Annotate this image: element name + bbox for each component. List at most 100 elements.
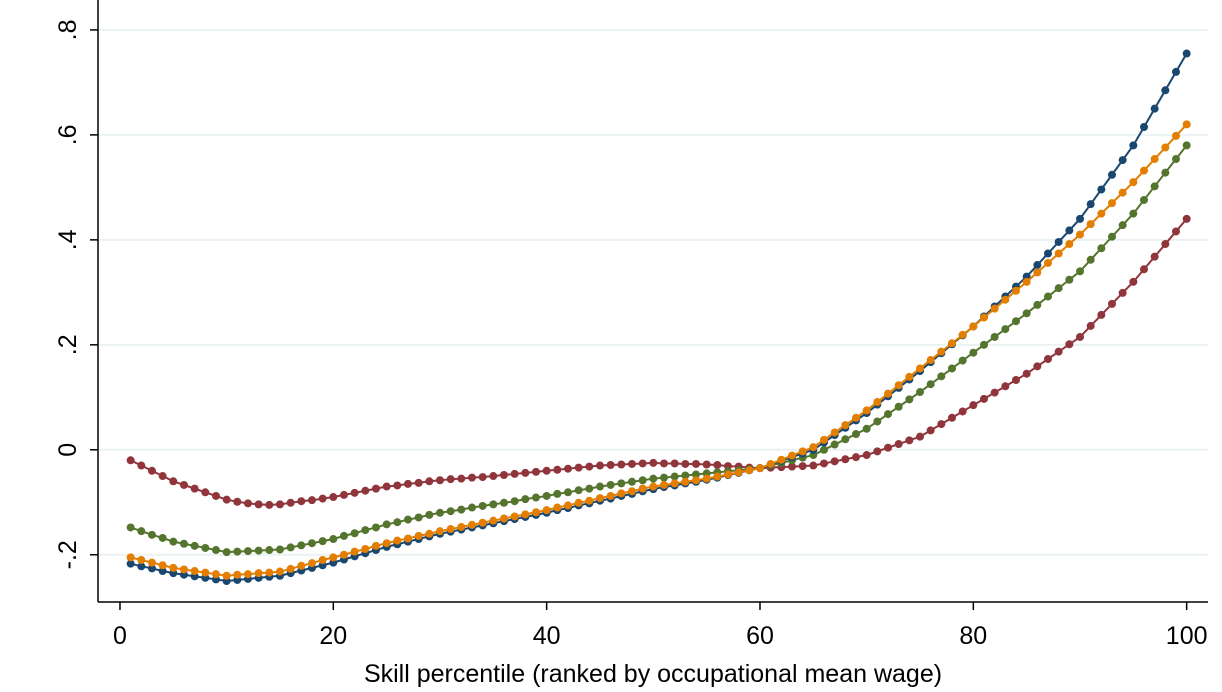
data-point bbox=[350, 488, 359, 497]
data-point bbox=[1139, 195, 1148, 204]
data-point bbox=[169, 537, 178, 546]
data-point bbox=[1182, 214, 1191, 223]
data-point bbox=[659, 459, 668, 468]
data-point bbox=[1171, 155, 1180, 164]
data-point bbox=[542, 491, 551, 500]
data-point bbox=[222, 548, 231, 557]
data-point bbox=[201, 568, 210, 577]
data-point bbox=[521, 495, 530, 504]
data-point bbox=[179, 565, 188, 574]
data-point bbox=[958, 356, 967, 365]
data-point bbox=[339, 531, 348, 540]
data-point bbox=[1011, 375, 1020, 384]
data-point bbox=[1054, 284, 1063, 293]
data-point bbox=[233, 547, 242, 556]
data-point bbox=[1022, 309, 1031, 318]
y-tick-label: .6 bbox=[54, 124, 82, 145]
data-point bbox=[297, 561, 306, 570]
data-point bbox=[393, 481, 402, 490]
data-point bbox=[883, 443, 892, 452]
data-point bbox=[254, 546, 263, 555]
data-point bbox=[329, 553, 338, 562]
data-point bbox=[542, 506, 551, 515]
data-point bbox=[275, 545, 284, 554]
data-point bbox=[1011, 317, 1020, 326]
data-point bbox=[958, 407, 967, 416]
data-point bbox=[1022, 277, 1031, 286]
data-point bbox=[1086, 321, 1095, 330]
data-point bbox=[425, 529, 434, 538]
data-point bbox=[563, 464, 572, 473]
data-point bbox=[243, 570, 252, 579]
data-point bbox=[1129, 277, 1138, 286]
data-point bbox=[638, 484, 647, 493]
data-point bbox=[1161, 86, 1170, 95]
data-point bbox=[1033, 261, 1042, 270]
data-point bbox=[574, 463, 583, 472]
data-point bbox=[147, 558, 156, 567]
data-point bbox=[350, 547, 359, 556]
x-axis-label: Skill percentile (ranked by occupational… bbox=[364, 660, 942, 688]
data-point bbox=[1129, 141, 1138, 150]
data-point bbox=[521, 468, 530, 477]
data-point bbox=[297, 541, 306, 550]
data-point bbox=[883, 389, 892, 398]
data-point bbox=[158, 561, 167, 570]
data-point bbox=[147, 530, 156, 539]
data-point bbox=[211, 491, 220, 500]
data-point bbox=[147, 466, 156, 475]
data-point bbox=[937, 347, 946, 356]
data-point bbox=[489, 472, 498, 481]
data-point bbox=[990, 388, 999, 397]
data-point bbox=[1075, 214, 1084, 223]
data-point bbox=[1001, 382, 1010, 391]
data-point bbox=[403, 479, 412, 488]
data-point bbox=[585, 496, 594, 505]
data-point bbox=[1118, 288, 1127, 297]
data-point bbox=[414, 513, 423, 522]
series-line bbox=[130, 218, 1188, 506]
data-point bbox=[371, 541, 380, 550]
data-point bbox=[489, 500, 498, 509]
data-point bbox=[585, 484, 594, 493]
data-point bbox=[126, 553, 135, 562]
data-point bbox=[1150, 155, 1159, 164]
series bbox=[126, 49, 1191, 586]
data-point bbox=[1075, 267, 1084, 276]
data-point bbox=[553, 503, 562, 512]
series-line bbox=[130, 53, 1188, 583]
data-point bbox=[222, 571, 231, 580]
data-point bbox=[1182, 49, 1191, 58]
data-point bbox=[915, 364, 924, 373]
data-point bbox=[1086, 200, 1095, 209]
data-point bbox=[638, 476, 647, 485]
data-point bbox=[254, 500, 263, 509]
data-point bbox=[681, 471, 690, 480]
data-point bbox=[894, 402, 903, 411]
data-point bbox=[542, 466, 551, 475]
data-point bbox=[1054, 347, 1063, 356]
y-tick-label: .2 bbox=[54, 334, 82, 355]
data-point bbox=[446, 525, 455, 534]
data-point bbox=[713, 461, 722, 470]
data-point bbox=[723, 470, 732, 479]
data-point bbox=[361, 544, 370, 553]
data-point bbox=[809, 461, 818, 470]
data-point bbox=[638, 459, 647, 468]
data-point bbox=[1065, 275, 1074, 284]
data-point bbox=[1022, 369, 1031, 378]
data-point bbox=[190, 567, 199, 576]
data-point bbox=[1043, 354, 1052, 363]
data-point bbox=[1107, 299, 1116, 308]
data-point bbox=[1171, 67, 1180, 76]
data-point bbox=[339, 550, 348, 559]
data-point bbox=[307, 539, 316, 548]
data-point bbox=[670, 472, 679, 481]
data-point bbox=[1033, 268, 1042, 277]
data-point bbox=[1043, 292, 1052, 301]
data-point bbox=[606, 491, 615, 500]
data-point bbox=[1161, 240, 1170, 249]
data-point bbox=[1118, 188, 1127, 197]
data-point bbox=[915, 388, 924, 397]
